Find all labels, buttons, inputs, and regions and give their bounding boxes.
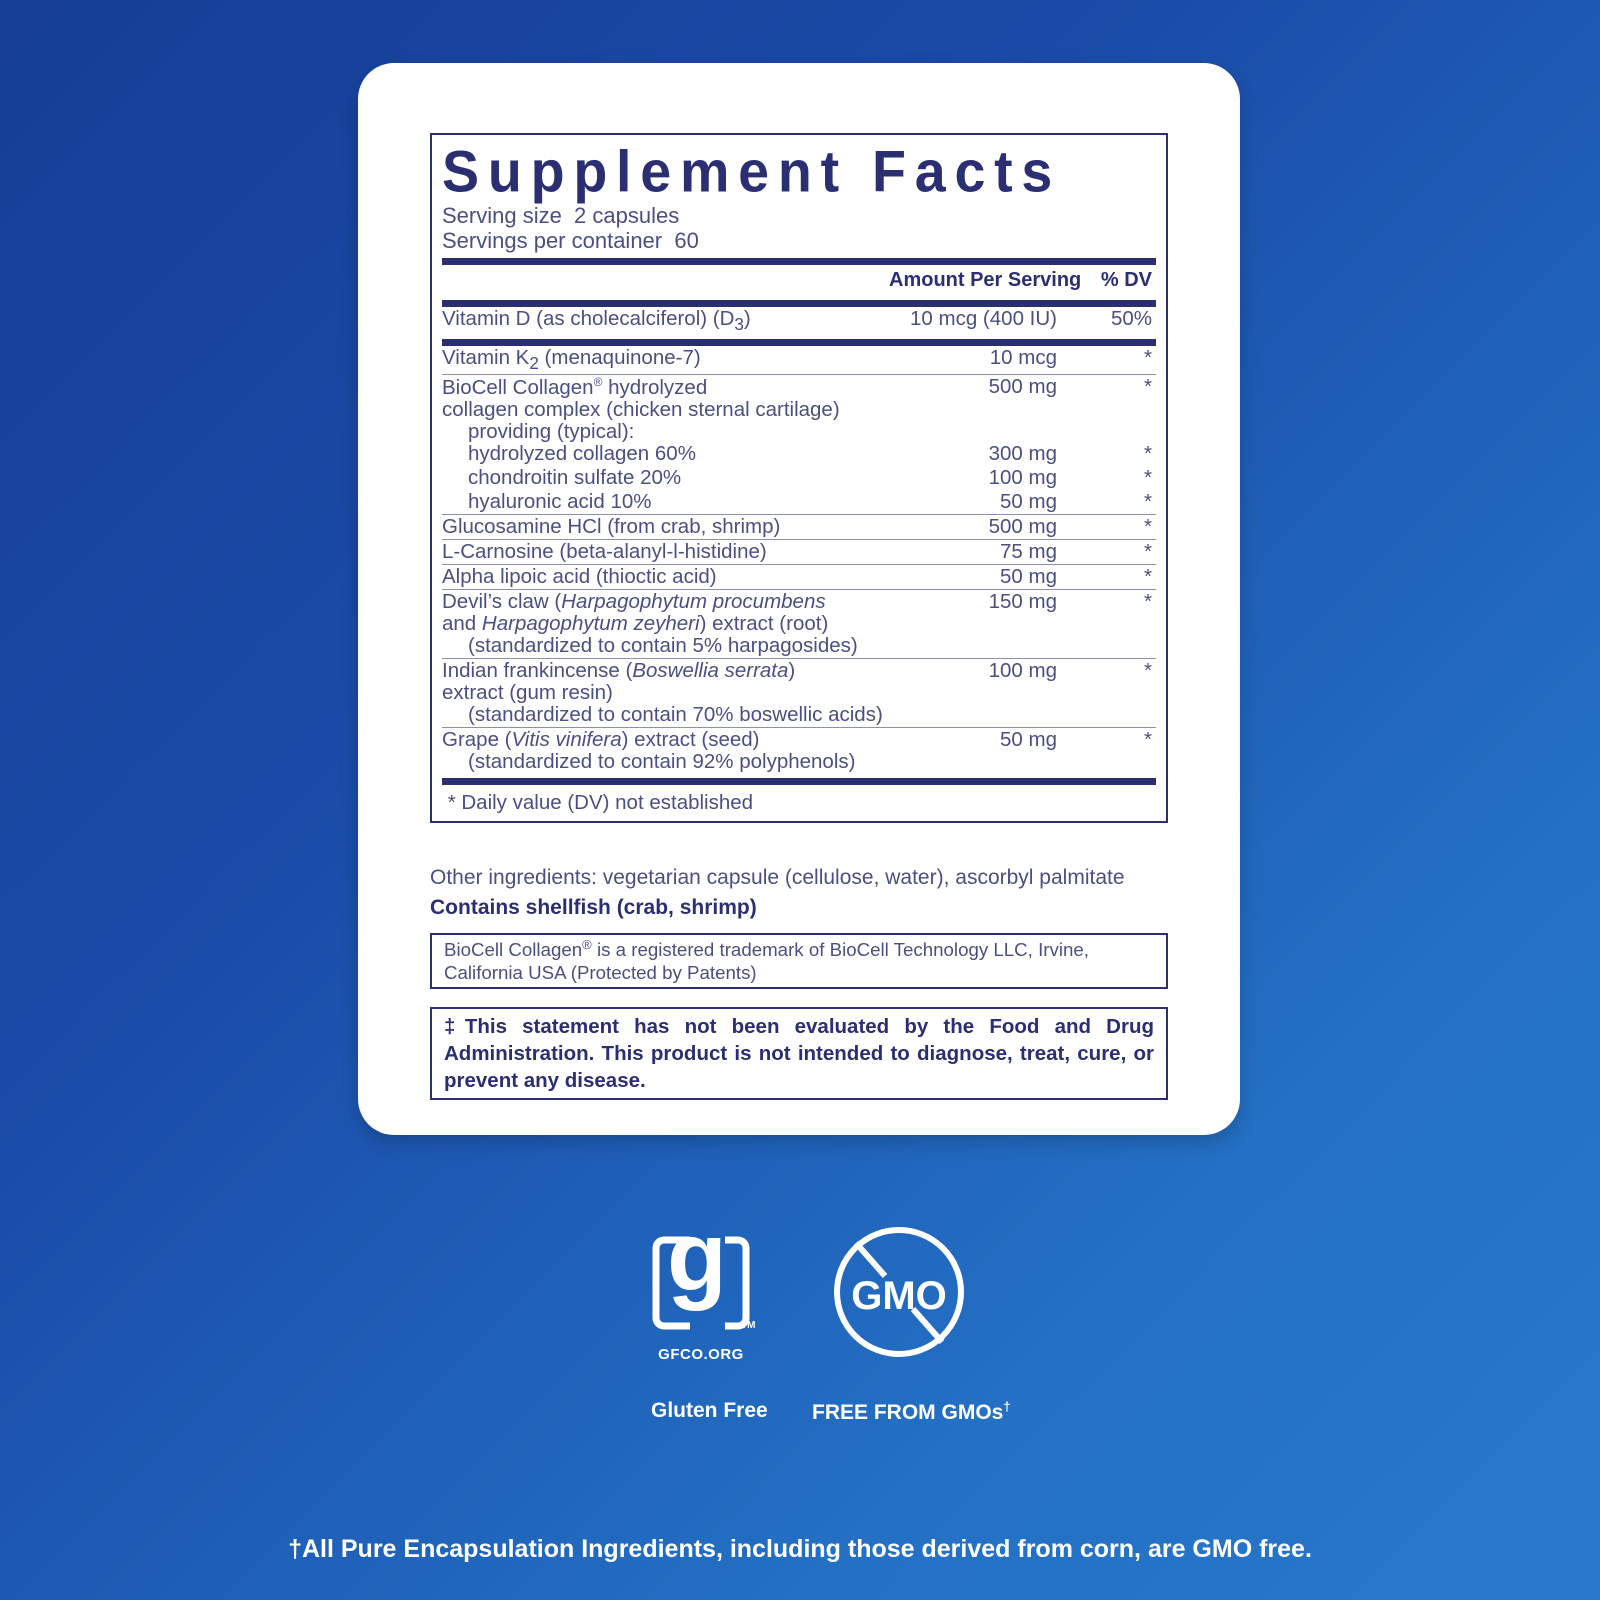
svg-text:GMO: GMO: [851, 1274, 947, 1318]
